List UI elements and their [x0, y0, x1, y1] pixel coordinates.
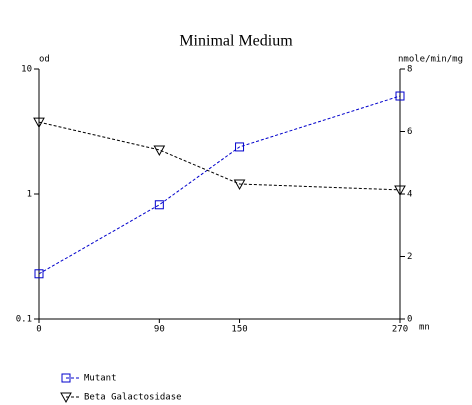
y-tick-label: 10	[21, 65, 32, 75]
y-axis-label: od	[39, 55, 50, 65]
x-axis-label: mn	[419, 323, 430, 333]
legend-marker	[61, 373, 71, 383]
marker	[33, 117, 45, 129]
y2-tick-label: 6	[407, 127, 412, 137]
marker	[395, 91, 405, 101]
legend-label: Mutant	[84, 374, 117, 384]
series-line	[38, 95, 401, 275]
marker	[34, 269, 44, 279]
y2-tick-label: 8	[407, 65, 412, 75]
legend-label: Beta Galactosidase	[84, 393, 182, 403]
marker	[154, 200, 164, 210]
x-tick-label: 0	[36, 325, 41, 335]
marker	[233, 179, 246, 191]
chart-title: Minimal Medium	[179, 33, 293, 50]
x-tick-label: 270	[392, 325, 408, 335]
y2-tick-label: 0	[407, 315, 412, 325]
y-tick-label: 1	[27, 190, 32, 200]
x-tick-label: 150	[231, 325, 247, 335]
legend-marker	[60, 392, 72, 404]
y-tick-label: 0.1	[16, 315, 32, 325]
series-line	[38, 121, 401, 191]
y2-tick-label: 4	[407, 190, 412, 200]
marker	[394, 185, 406, 196]
y2-axis-label: nmole/min/mg	[398, 55, 463, 65]
x-tick-label: 90	[154, 325, 165, 335]
y2-tick-label: 2	[407, 252, 412, 262]
marker	[235, 142, 245, 152]
marker	[153, 145, 166, 156]
